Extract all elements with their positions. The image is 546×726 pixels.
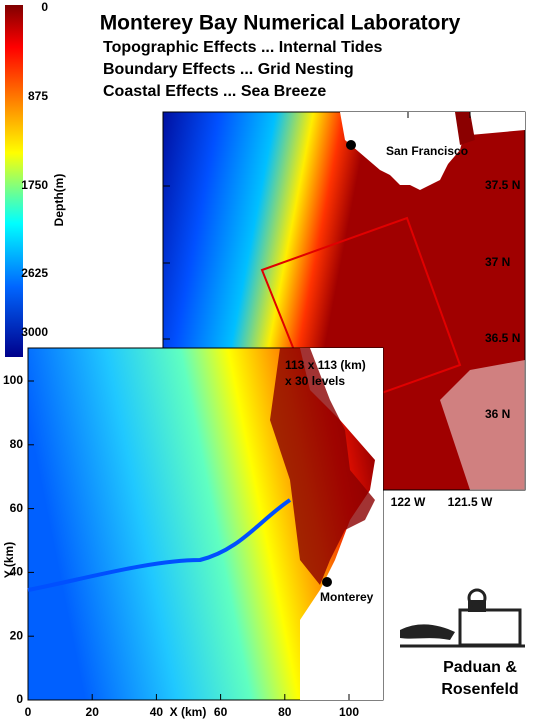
subtitle: Topographic Effects ... Internal Tides	[103, 39, 383, 56]
colorbar-tick: 0	[41, 0, 48, 14]
colorbar-tick: 875	[28, 89, 48, 103]
lon-tick: 122 W	[391, 495, 426, 509]
shelf	[270, 348, 375, 585]
x-tick: 20	[86, 705, 100, 719]
land	[455, 112, 475, 145]
city-marker	[322, 577, 332, 587]
credit: Paduan &	[443, 659, 517, 676]
colorbar-tick: 1750	[21, 178, 48, 192]
credit: Rosenfeld	[441, 681, 518, 698]
annotation: 113 x 113 (km)	[285, 358, 366, 372]
land	[300, 348, 383, 700]
annotation: x 30 levels	[285, 374, 345, 388]
y-tick: 100	[3, 373, 23, 387]
subtitle: Boundary Effects ... Grid Nesting	[103, 61, 354, 78]
colorbar-tick: 2625	[21, 266, 48, 280]
y-tick: 60	[10, 501, 24, 515]
colorbar-label: Depth(m)	[52, 174, 66, 227]
lat-tick: 37 N	[485, 255, 510, 269]
place-label: San Francisco	[386, 144, 468, 158]
lat-tick: 36 N	[485, 407, 510, 421]
y-tick: 80	[10, 437, 24, 451]
y-tick: 40	[10, 565, 24, 579]
x-tick: 80	[278, 705, 292, 719]
logo	[400, 588, 525, 648]
title: Monterey Bay Numerical Laboratory	[100, 12, 461, 35]
city-marker	[346, 140, 356, 150]
subtitle: Coastal Effects ... Sea Breeze	[103, 83, 326, 100]
canyon	[27, 498, 292, 592]
y-tick: 0	[16, 692, 23, 706]
place-label: Monterey	[320, 590, 374, 604]
lat-tick: 36.5 N	[485, 331, 520, 345]
x-tick: 40	[150, 705, 164, 719]
land	[345, 112, 470, 185]
colorbar	[5, 5, 23, 357]
land	[440, 360, 525, 490]
x-tick: 0	[25, 705, 32, 719]
colorbar-tick: 3000	[21, 325, 48, 339]
y-tick: 20	[10, 628, 24, 642]
y-label: Y (km)	[2, 542, 16, 578]
x-tick: 60	[214, 705, 228, 719]
lon-tick: 121.5 W	[448, 495, 493, 509]
x-label: X (km)	[170, 705, 207, 719]
x-tick: 100	[339, 705, 359, 719]
lat-tick: 37.5 N	[485, 178, 520, 192]
